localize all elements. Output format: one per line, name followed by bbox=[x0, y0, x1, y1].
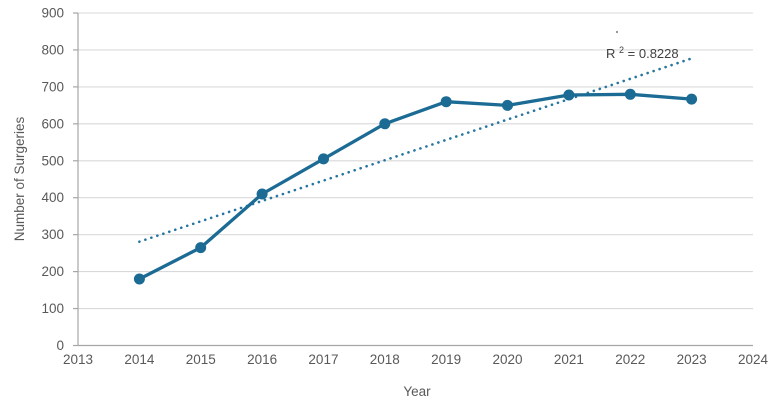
x-tick-label-2018: 2018 bbox=[370, 352, 400, 367]
data-point-2020 bbox=[502, 99, 513, 111]
data-point-2023 bbox=[686, 93, 698, 105]
y-tick-label-300: 300 bbox=[41, 227, 64, 242]
x-tick-label-2023: 2023 bbox=[677, 352, 707, 367]
r2-prefix: R bbox=[606, 46, 615, 61]
x-tick-label-2020: 2020 bbox=[493, 352, 523, 367]
r2-superscript: 2 bbox=[619, 45, 624, 55]
series-line bbox=[137, 92, 694, 281]
x-tick-label-2015: 2015 bbox=[186, 352, 216, 367]
x-tick-label-2019: 2019 bbox=[431, 352, 461, 367]
data-point-2017 bbox=[318, 153, 329, 165]
y-tick-label-0: 0 bbox=[56, 338, 64, 353]
x-tick-label-2017: 2017 bbox=[308, 352, 338, 367]
x-axis-title: Year bbox=[403, 384, 431, 399]
trendline bbox=[138, 57, 693, 243]
y-tick-label-100: 100 bbox=[41, 301, 64, 316]
y-tick-label-700: 700 bbox=[41, 79, 64, 94]
data-point-2021 bbox=[563, 89, 575, 101]
y-tick-label-800: 800 bbox=[41, 42, 64, 57]
y-tick-label-400: 400 bbox=[41, 190, 64, 205]
x-tick-label-2021: 2021 bbox=[554, 352, 584, 367]
stray-dot bbox=[615, 30, 619, 34]
y-tick-label-500: 500 bbox=[41, 153, 64, 168]
series-line-group bbox=[133, 88, 698, 285]
trendline-dotted bbox=[138, 57, 693, 243]
y-tick-label-600: 600 bbox=[41, 116, 64, 131]
x-tick-label-2014: 2014 bbox=[124, 352, 155, 367]
x-tick-label-2024: 2024 bbox=[738, 352, 769, 367]
data-point-2019 bbox=[440, 96, 452, 108]
x-tick-label-2013: 2013 bbox=[63, 352, 93, 367]
data-point-2018 bbox=[379, 118, 391, 130]
y-tick-label-200: 200 bbox=[41, 264, 64, 279]
data-point-2015 bbox=[195, 242, 207, 254]
r2-value: = 0.8228 bbox=[628, 46, 679, 61]
y-tick-label-900: 900 bbox=[41, 6, 64, 21]
y-axis-title: Number of Surgeries bbox=[12, 116, 27, 241]
data-point-2014 bbox=[133, 273, 145, 285]
data-point-2016 bbox=[256, 188, 268, 200]
y-tick-labels: 0 100 200 300 400 500 600 700 800 900 bbox=[41, 6, 64, 354]
y-tick-marks bbox=[73, 12, 78, 347]
x-tick-label-2016: 2016 bbox=[247, 352, 277, 367]
data-point-2022 bbox=[624, 88, 636, 100]
gridlines bbox=[78, 12, 753, 310]
x-tick-label-2022: 2022 bbox=[615, 352, 645, 367]
x-tick-labels: 2013 2014 2015 2016 2017 2018 2019 2020 2021 2022… bbox=[63, 352, 769, 367]
r-squared-label: R 2 = 0.8228 bbox=[606, 41, 679, 61]
